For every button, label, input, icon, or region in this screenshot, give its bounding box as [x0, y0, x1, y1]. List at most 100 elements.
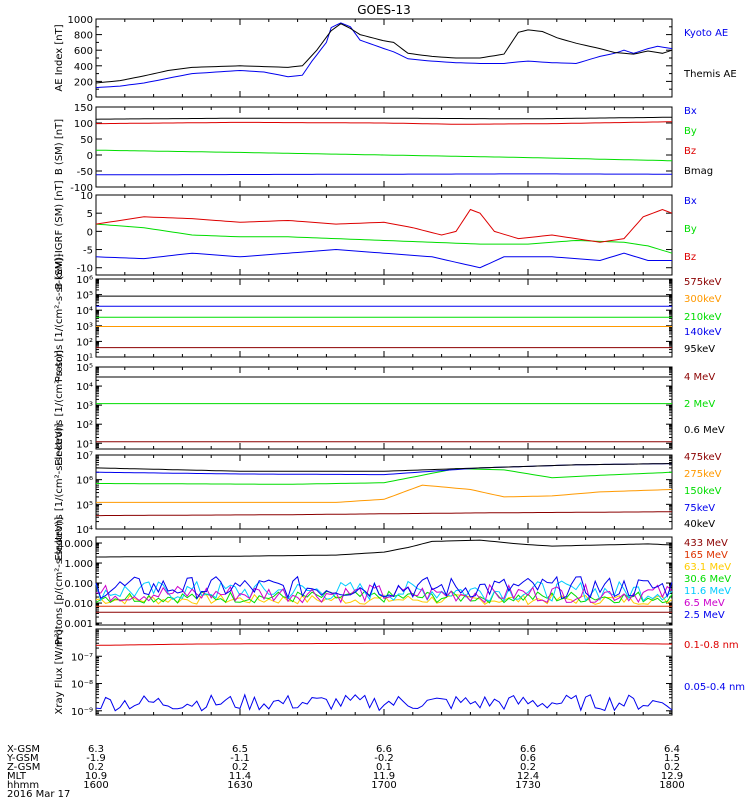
footer-value: 12.4 — [517, 771, 539, 782]
footer-value: 1600 — [83, 780, 108, 791]
legend-entry: 140keV — [684, 327, 722, 338]
legend-entry: Bz — [684, 146, 696, 157]
panel-3: -10 -5 0 5 10 B (SM)-IGRF (SM) [nT] Bx By Bz — [54, 180, 697, 289]
legend-entry: Bmag — [684, 166, 713, 177]
legend-entry: 575keV — [684, 277, 722, 288]
legend-entry: Bx — [684, 106, 697, 117]
legend-entry: 0.05-0.4 nm — [684, 682, 745, 693]
footer-value: 11.9 — [373, 771, 395, 782]
y-tick-label: 1000 — [68, 15, 93, 26]
y-tick-label: 0 — [87, 151, 93, 162]
y-axis-label: B (SM)-IGRF (SM) [nT] — [54, 180, 65, 289]
legend-entry: 4 MeV — [684, 372, 715, 383]
series-by — [95, 149, 673, 162]
y-tick-label: 10⁵ — [76, 500, 93, 511]
y-tick-label: 10⁴ — [76, 382, 93, 393]
footer-value: 1700 — [371, 780, 396, 791]
y-tick-label: 0.001 — [64, 619, 93, 630]
y-tick-label: -100 — [70, 183, 93, 194]
legend-entry: By — [684, 126, 697, 137]
y-tick-label: 10³ — [76, 322, 93, 333]
panel-frame — [95, 454, 673, 530]
y-tick-label: 0 — [87, 227, 93, 238]
legend-entry: Bx — [684, 196, 697, 207]
footer-value: 0.2 — [232, 762, 248, 773]
series-bx — [96, 173, 672, 176]
y-tick-label: 10.000 — [58, 539, 93, 550]
panel-frame — [95, 18, 673, 98]
legend-entry: 433 MeV — [684, 538, 728, 549]
y-tick-label: 150 — [74, 103, 93, 114]
panel-2: -100 -50 0 50 100 150 B (SM) [nT] Bx By Bz Bmag — [54, 103, 713, 194]
y-tick-label: 5 — [87, 209, 93, 220]
series-0-1-0-8-nm — [95, 642, 673, 646]
legend-entry: 2 MeV — [684, 399, 715, 410]
series-by — [95, 223, 673, 254]
series-kyoto-ae — [95, 22, 673, 89]
footer-ephemeris: X-GSM 6.3 6.5 6.6 6.6 6.4 Y-GSM -1.9 -1.1 -0.2 0.6… — [6, 744, 685, 800]
series-themis-ae — [95, 23, 673, 84]
footer-value: 1.5 — [664, 753, 680, 764]
series-63-1-mev — [95, 593, 673, 606]
legend-entry: 150keV — [684, 486, 722, 497]
legend-entry: 11.6 MeV — [684, 586, 731, 597]
y-tick-label: -50 — [77, 167, 93, 178]
y-tick-label: 400 — [74, 62, 93, 73]
footer-value: 11.4 — [229, 771, 251, 782]
y-tick-label: 0.100 — [64, 579, 93, 590]
panel-6: 10⁴ 10⁵ 10⁶ 10⁷ Electrons [1/(cm²-s-sr-keV)]… — [54, 423, 722, 560]
footer-value: 12.9 — [661, 771, 683, 782]
series-bmag — [95, 116, 673, 120]
y-tick-label: 10⁻⁸ — [71, 680, 93, 691]
footer-value: 0.1 — [376, 762, 392, 773]
panel-5: 10¹ 10² 10³ 10⁴ 10⁵ Electrons [1/(cm²-s-sr)] 4… — [54, 350, 725, 466]
y-tick-label: 1.000 — [64, 559, 93, 570]
y-tick-label: 50 — [80, 135, 93, 146]
footer-value: 0.6 — [520, 753, 536, 764]
plot-title: GOES-13 — [357, 3, 411, 17]
panel-frame — [95, 278, 673, 358]
footer-row-label: MLT — [7, 771, 27, 782]
y-axis-label: B (SM) [nT] — [54, 119, 65, 175]
legend-entry: 210keV — [684, 312, 722, 323]
y-axis-label: Electrons [1/(cm²-s-sr-keV)] — [54, 423, 65, 560]
series-bz — [95, 208, 673, 243]
footer-value: 1730 — [515, 780, 540, 791]
footer-value: -0.2 — [374, 753, 394, 764]
footer-value: 6.5 — [232, 744, 248, 755]
series-75kev — [95, 463, 672, 476]
y-tick-label: 10⁷ — [76, 451, 93, 462]
series-40kev — [95, 463, 672, 472]
legend-entry: By — [684, 224, 697, 235]
legend-entry: 95keV — [684, 344, 715, 355]
series-0-05-0-4-nm — [95, 693, 673, 712]
footer-value: 0.2 — [520, 762, 536, 773]
y-tick-label: 10⁵ — [76, 291, 93, 302]
legend-entry: Themis AE — [683, 69, 737, 80]
y-tick-label: 200 — [74, 77, 93, 88]
legend-entry: 75keV — [684, 503, 715, 514]
y-tick-label: 10⁴ — [76, 306, 93, 317]
y-tick-label: 10³ — [76, 401, 93, 412]
series-30-6-mev — [95, 590, 673, 604]
y-tick-label: 10⁻⁹ — [71, 707, 93, 718]
legend-entry: 300keV — [684, 294, 722, 305]
y-tick-label: 10⁻⁷ — [71, 652, 93, 663]
legend-entry: 6.5 MeV — [684, 598, 725, 609]
y-tick-label: 0 — [87, 93, 93, 104]
y-axis-label: Protons [1/(cm²-s-sr-keV)] — [54, 254, 65, 382]
footer-value: 1630 — [227, 780, 252, 791]
y-tick-label: 10¹ — [76, 353, 93, 364]
legend-entry: 275keV — [684, 469, 722, 480]
y-tick-label: 10⁵ — [76, 363, 93, 374]
y-tick-label: 10¹ — [76, 439, 93, 450]
series-bx — [95, 248, 672, 269]
legend-entry: 63.1 MeV — [684, 562, 731, 573]
footer-row-label: Z-GSM — [7, 762, 40, 773]
panel-4: 10¹ 10² 10³ 10⁴ 10⁵ 10⁶ Protons [1/(cm²-s-sr-k… — [54, 254, 722, 382]
y-axis-label: Protons [p/(cm²-s-sr-keV)] — [54, 517, 65, 645]
series-bz — [96, 121, 673, 125]
